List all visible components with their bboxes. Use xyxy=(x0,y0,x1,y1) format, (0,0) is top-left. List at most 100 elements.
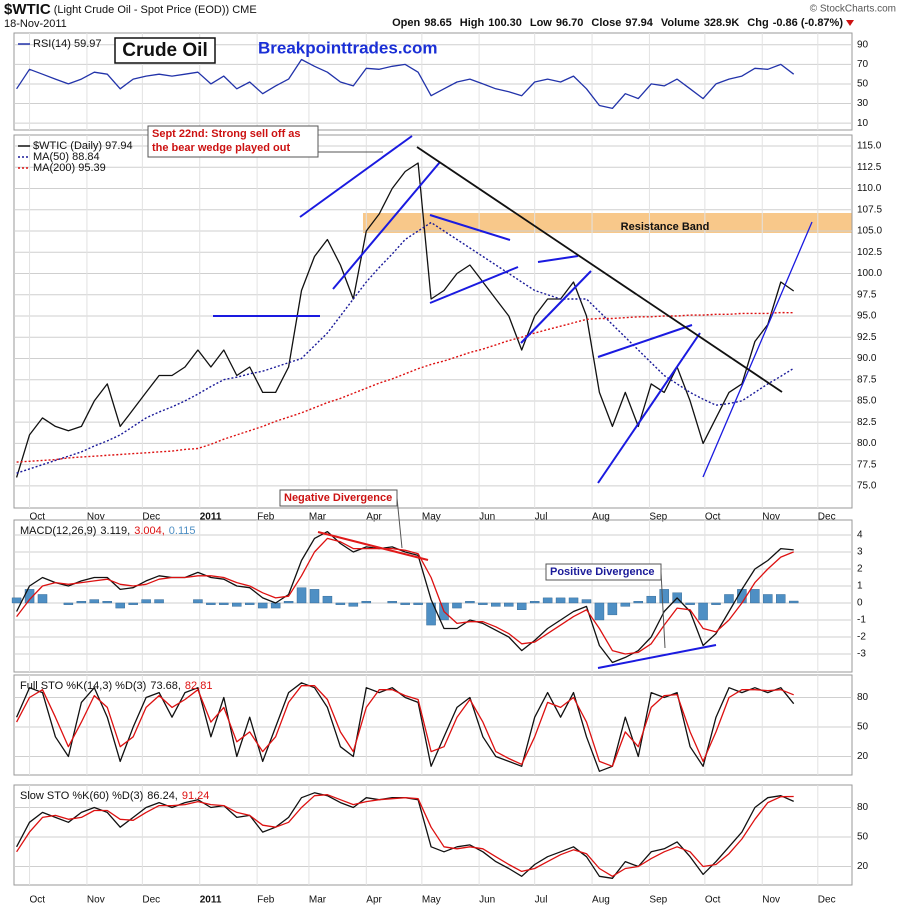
histogram-bar xyxy=(529,601,540,604)
series-line xyxy=(16,794,794,877)
quote-label: Low xyxy=(530,17,552,29)
y-tick-label: 80 xyxy=(857,692,869,703)
histogram-bar xyxy=(309,589,320,604)
symbol: $WTIC xyxy=(4,1,51,18)
histogram-bar xyxy=(154,599,164,604)
y-tick-label: 75.0 xyxy=(857,481,877,492)
connector xyxy=(660,571,666,649)
histogram-bar xyxy=(322,595,333,604)
x-tick-label: Nov xyxy=(87,512,105,523)
histogram-bar xyxy=(478,602,488,605)
y-tick-label: 110.0 xyxy=(857,183,882,194)
x-tick-label: Mar xyxy=(309,895,327,906)
trend-line xyxy=(332,161,441,290)
panel-frame xyxy=(13,134,853,509)
legend-entry: 3.119, xyxy=(100,525,130,537)
histogram-bar xyxy=(89,599,100,604)
histogram-bar xyxy=(413,602,423,605)
histogram-bar xyxy=(102,601,112,604)
histogram-bar xyxy=(711,602,721,605)
y-tick-label: 1 xyxy=(857,581,863,592)
legend-entry: 3.004, xyxy=(134,525,165,537)
y-tick-label: 112.5 xyxy=(857,162,882,173)
quote-label: Close xyxy=(591,17,621,29)
series-line xyxy=(16,311,794,463)
quote-value: 97.94 xyxy=(625,17,653,29)
quote-label: Open xyxy=(392,17,420,29)
trend-line xyxy=(702,221,813,478)
x-tick-label: Oct xyxy=(705,512,721,523)
y-tick-label: 50 xyxy=(857,832,869,843)
histogram-bar xyxy=(283,601,294,604)
chart-annotation: Sept 22nd: Strong sell off as xyxy=(152,128,301,140)
quote-value: 96.70 xyxy=(556,17,584,29)
y-tick-label: 4 xyxy=(857,530,863,541)
legend-title: MACD(12,26,9) xyxy=(20,525,96,537)
x-tick-label: Jun xyxy=(479,895,495,906)
quote-value: 328.9K xyxy=(704,17,740,29)
chart-annotation: Breakpointtrades.com xyxy=(258,38,438,57)
legend-entry: 0.115 xyxy=(169,525,196,537)
header: $WTIC (Light Crude Oil - Spot Price (EOD… xyxy=(4,1,257,18)
histogram-bar xyxy=(37,594,48,604)
panel-frame xyxy=(13,519,853,673)
histogram-bar xyxy=(763,594,773,604)
trend-line xyxy=(429,266,519,304)
trend-line xyxy=(429,214,511,241)
x-tick-label: Apr xyxy=(366,512,382,523)
x-tick-label: Jul xyxy=(535,512,548,523)
legend-title: Full STO %K(14,3) %D(3) xyxy=(20,680,146,692)
divergence-line xyxy=(317,531,429,561)
histogram-bar xyxy=(335,602,346,605)
legend-title: Slow STO %K(60) %D(3) xyxy=(20,790,143,802)
date: 18-Nov-2011 xyxy=(4,18,67,30)
resistance-band xyxy=(363,213,852,233)
chart-annotation: Positive Divergence xyxy=(550,566,655,578)
x-tick-label: Jun xyxy=(479,512,495,523)
histogram-bar xyxy=(491,602,501,607)
y-tick-label: 20 xyxy=(857,751,869,762)
label-box xyxy=(114,37,216,64)
trend-lines xyxy=(213,135,813,484)
x-tick-label: Apr xyxy=(366,895,382,906)
x-tick-label: Aug xyxy=(592,512,610,523)
quote-label: High xyxy=(460,17,485,29)
x-tick-label: Feb xyxy=(257,895,275,906)
downtrend-line xyxy=(416,146,783,393)
legend: Full STO %K(14,3) %D(3) 73.68, 82.81 xyxy=(20,680,212,692)
histogram-bar xyxy=(76,601,87,604)
legend: MACD(12,26,9) 3.119, 3.004, 0.115 xyxy=(20,525,196,537)
series-line xyxy=(16,530,794,664)
series-line xyxy=(16,58,795,110)
legend-entry: RSI(14) 59.97 xyxy=(33,38,101,50)
exchange: CME xyxy=(232,4,256,16)
histogram-bar xyxy=(257,602,268,609)
histogram-bar xyxy=(685,602,695,605)
histogram-bar xyxy=(465,601,475,604)
y-tick-label: 97.5 xyxy=(857,289,877,300)
histogram-bar xyxy=(698,602,708,621)
y-tick-label: 92.5 xyxy=(857,332,877,343)
trend-line xyxy=(597,332,701,484)
histogram-bar xyxy=(11,597,22,604)
y-tick-label: 85.0 xyxy=(857,396,877,407)
x-tick-label: Dec xyxy=(142,512,160,523)
series-line xyxy=(16,221,795,474)
histogram-bar xyxy=(141,599,151,604)
x-tick-label: 2011 xyxy=(200,895,222,906)
y-tick-label: 50 xyxy=(857,79,869,90)
x-tick-label: Mar xyxy=(309,512,327,523)
trend-line xyxy=(597,324,693,358)
histogram-bar xyxy=(724,594,734,604)
histogram-bar xyxy=(504,602,514,607)
panel-frame xyxy=(13,784,853,886)
histogram-bar xyxy=(296,587,307,604)
y-tick-label: 30 xyxy=(857,98,869,109)
histogram-bar xyxy=(426,602,436,626)
x-tick-label: Dec xyxy=(818,512,836,523)
legend-entry: 73.68, xyxy=(150,680,181,692)
x-tick-label: Nov xyxy=(762,512,780,523)
legend-entry: MA(50) 88.84 xyxy=(33,151,100,163)
